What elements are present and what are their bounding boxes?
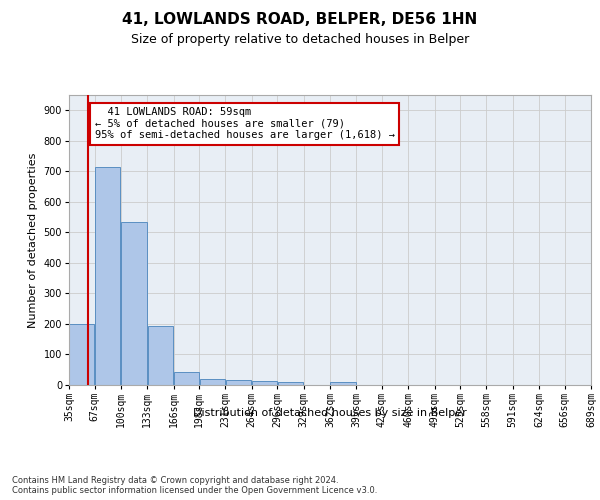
Bar [70, 324, 94, 385]
Bar [95, 166, 121, 385]
Bar [278, 382, 303, 385]
Bar [148, 326, 173, 385]
Bar [331, 382, 356, 385]
Bar [121, 222, 147, 385]
Text: 41, LOWLANDS ROAD, BELPER, DE56 1HN: 41, LOWLANDS ROAD, BELPER, DE56 1HN [122, 12, 478, 28]
Bar [199, 379, 225, 385]
Y-axis label: Number of detached properties: Number of detached properties [28, 152, 38, 328]
Bar [174, 372, 199, 385]
Bar [226, 380, 251, 385]
Text: 41 LOWLANDS ROAD: 59sqm
← 5% of detached houses are smaller (79)
95% of semi-det: 41 LOWLANDS ROAD: 59sqm ← 5% of detached… [95, 107, 395, 140]
Text: Distribution of detached houses by size in Belper: Distribution of detached houses by size … [193, 408, 467, 418]
Text: Contains HM Land Registry data © Crown copyright and database right 2024.
Contai: Contains HM Land Registry data © Crown c… [12, 476, 377, 495]
Bar [252, 381, 277, 385]
Text: Size of property relative to detached houses in Belper: Size of property relative to detached ho… [131, 32, 469, 46]
